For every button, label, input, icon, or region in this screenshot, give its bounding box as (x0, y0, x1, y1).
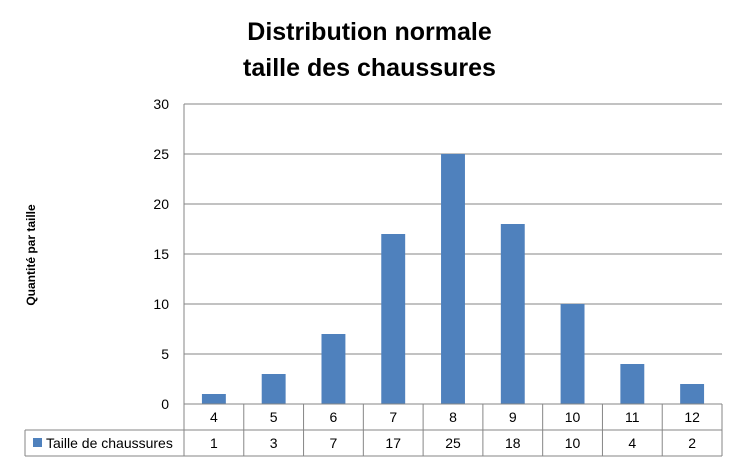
y-tick-label: 25 (153, 146, 169, 162)
data-table-value: 3 (270, 435, 278, 451)
chart-title: Distribution normale taille des chaussur… (0, 14, 739, 86)
x-tick-label: 8 (449, 409, 457, 425)
data-table-value: 17 (385, 435, 401, 451)
bar-12 (680, 384, 705, 404)
data-table-value: 25 (445, 435, 461, 451)
bar-6 (321, 334, 346, 404)
x-tick-label: 9 (509, 409, 517, 425)
data-table-value: 1 (210, 435, 218, 451)
data-table-value: 10 (565, 435, 581, 451)
x-tick-label: 11 (625, 409, 640, 425)
bar-4 (201, 394, 226, 404)
y-tick-label: 15 (153, 246, 169, 262)
chart-title-line1: Distribution normale (247, 18, 492, 46)
data-table-value: 7 (330, 435, 338, 451)
x-tick-label: 10 (565, 409, 581, 425)
bar-5 (261, 374, 286, 404)
x-tick-label: 7 (389, 409, 397, 425)
x-tick-label: 4 (210, 409, 218, 425)
bar-7 (381, 234, 406, 404)
x-tick-label: 6 (330, 409, 338, 425)
legend-label: Taille de chaussures (46, 435, 173, 451)
bar-11 (620, 364, 645, 404)
y-tick-label: 0 (161, 396, 169, 412)
y-tick-label: 30 (153, 96, 169, 112)
y-tick-label: 10 (153, 296, 169, 312)
bar-8 (441, 154, 465, 404)
bar-9 (500, 224, 525, 404)
legend-key (33, 438, 42, 447)
data-table-value: 2 (688, 435, 696, 451)
y-tick-label: 5 (161, 346, 169, 362)
x-tick-label: 5 (270, 409, 278, 425)
x-tick-label: 12 (684, 409, 700, 425)
y-tick-label: 20 (153, 196, 169, 212)
data-table-value: 18 (505, 435, 521, 451)
data-table-value: 4 (628, 435, 636, 451)
bar-10 (560, 304, 585, 404)
chart-title-line2: taille des chaussures (243, 54, 496, 82)
